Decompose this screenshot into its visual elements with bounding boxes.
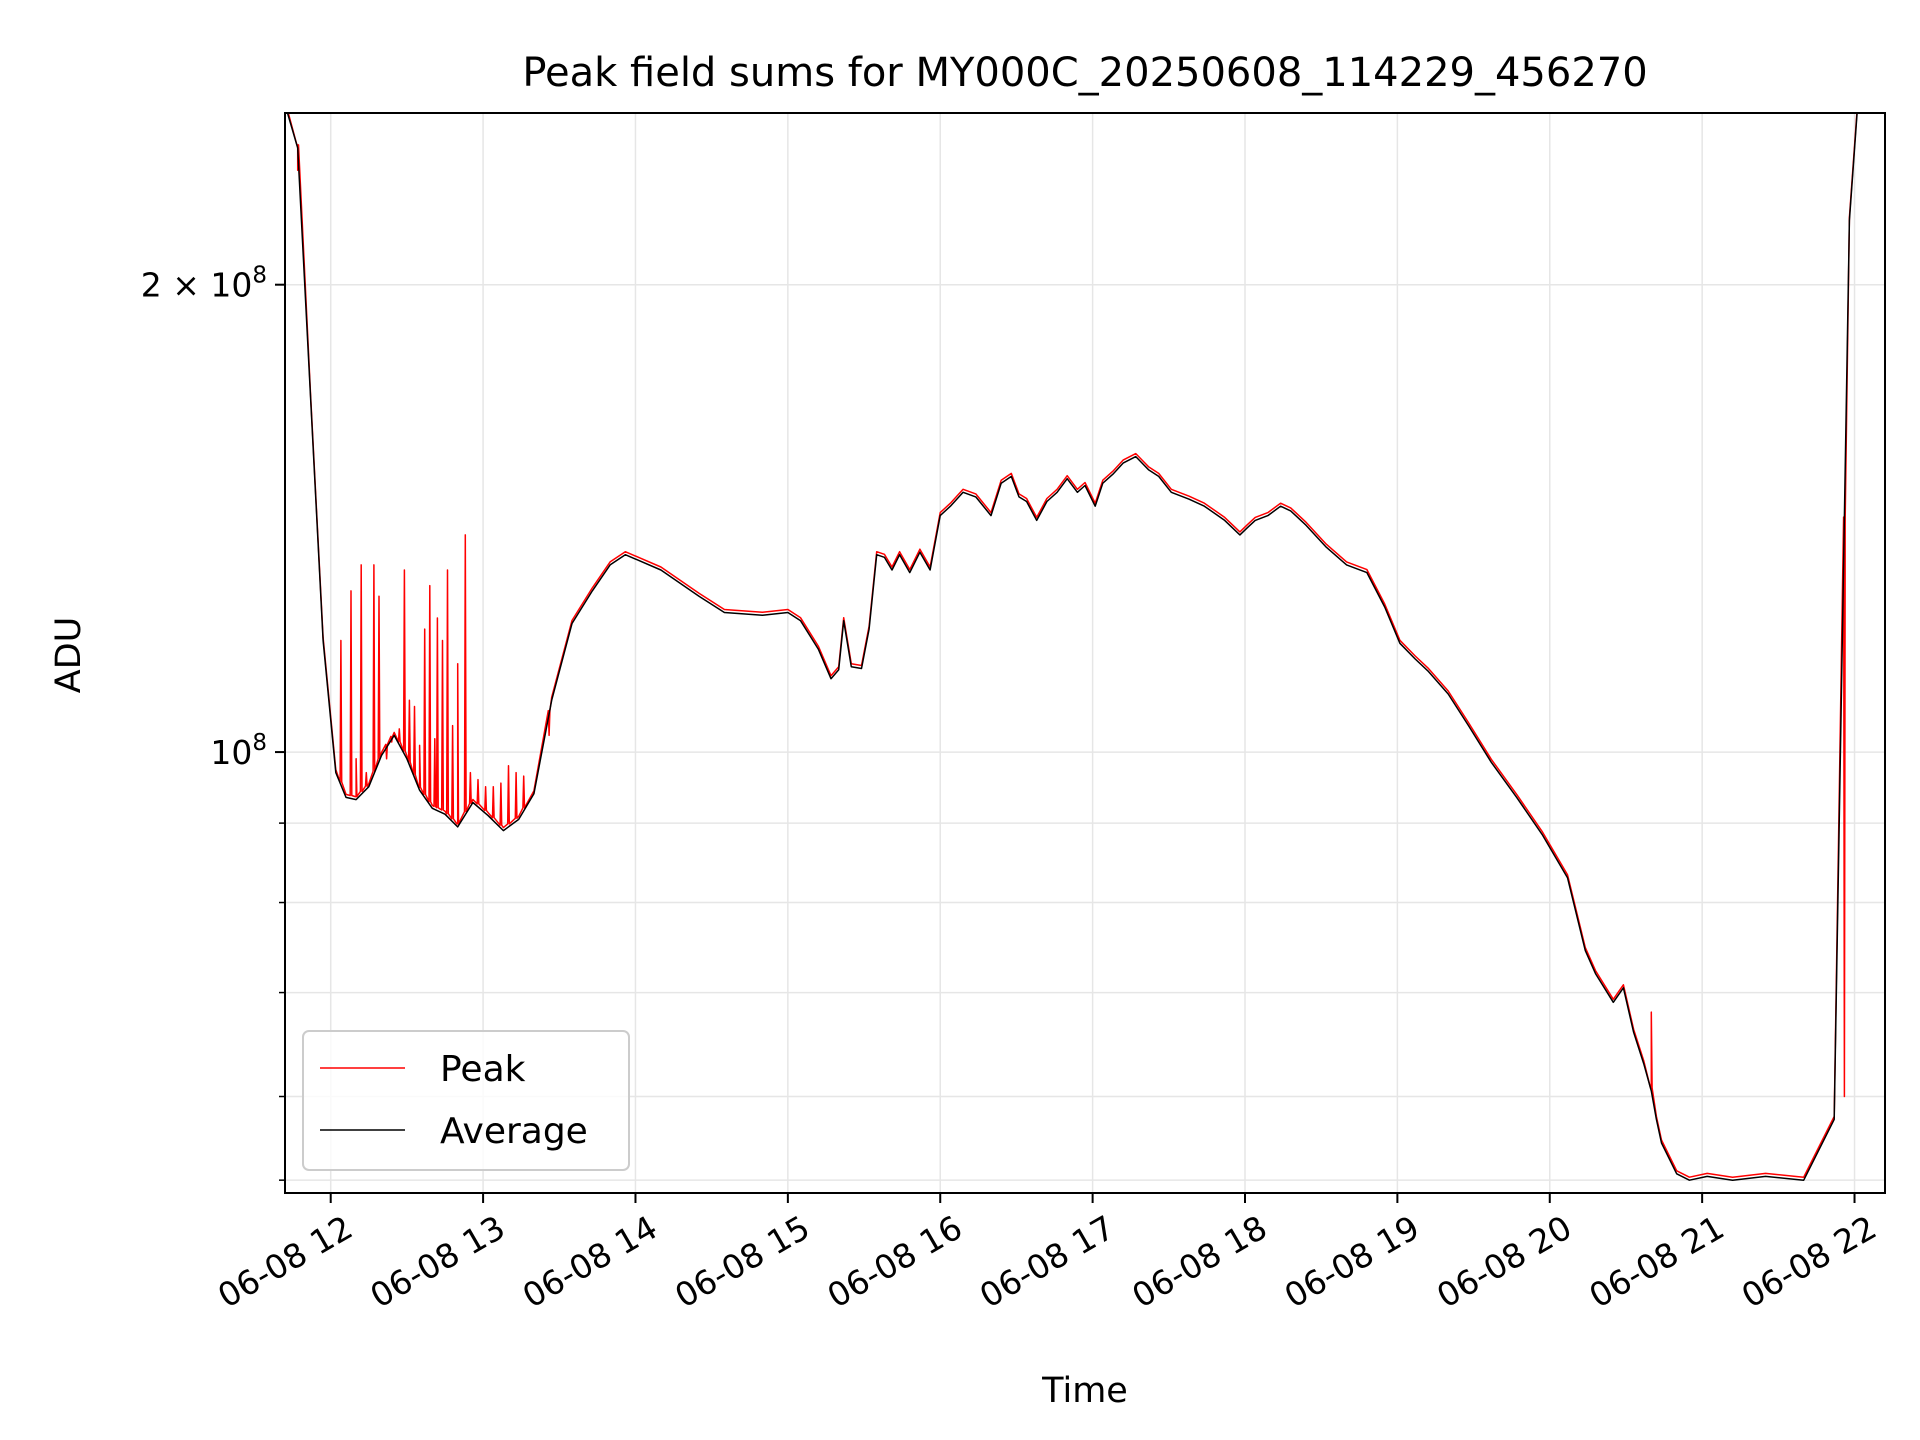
legend-label-peak: Peak — [440, 1049, 526, 1090]
series-line-peak — [287, 113, 1858, 1178]
series-line-average — [286, 113, 1885, 1181]
x-axis-label: Time — [1041, 1371, 1128, 1411]
chart-title: Peak field sums for MY000C_20250608_1142… — [522, 50, 1647, 96]
plot-frame — [284, 112, 1886, 1194]
series-layer — [286, 113, 1885, 1181]
legend-label-average: Average — [440, 1111, 588, 1152]
legend: Peak Average — [302, 1030, 630, 1171]
y-axis-label: ADU — [49, 617, 89, 694]
y-axis-ticks: 108 2 × 108 — [141, 263, 285, 1181]
y-tick-label: 108 — [210, 730, 267, 772]
legend-box — [302, 1030, 630, 1171]
y-tick-label: 2 × 108 — [141, 263, 267, 305]
grid-lines — [285, 113, 1885, 1193]
